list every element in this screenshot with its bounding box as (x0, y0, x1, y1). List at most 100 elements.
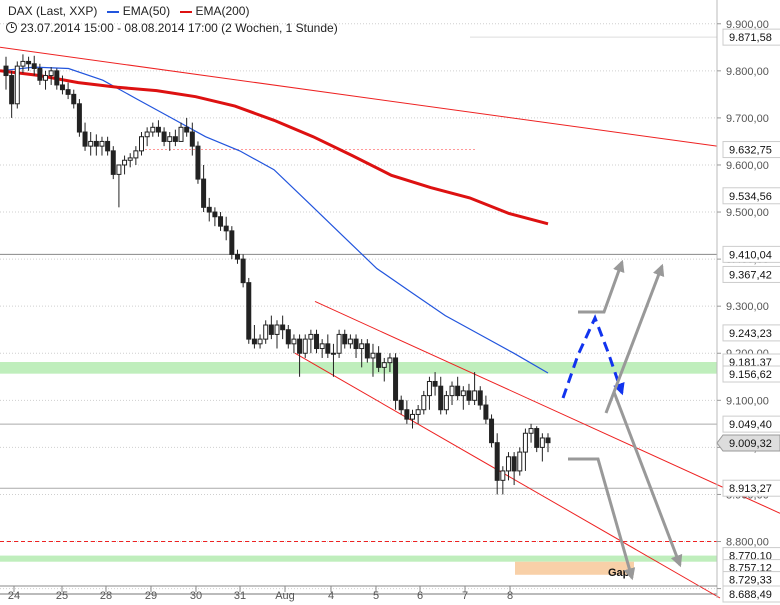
level-box (722, 479, 780, 497)
level-label: 8.913,27 (729, 483, 772, 495)
candle (3, 56, 9, 90)
candle (359, 339, 365, 368)
candle (144, 127, 150, 147)
level-label: 9.049,40 (729, 419, 772, 431)
candle-body (116, 164, 122, 175)
candle-body (201, 178, 207, 208)
candle-body (88, 140, 94, 147)
candle (9, 70, 15, 118)
candle-body (3, 65, 9, 77)
current-price-box (716, 434, 780, 452)
candle-body (336, 333, 342, 354)
candle-body (43, 75, 49, 81)
candle (336, 329, 342, 358)
candle-body (325, 343, 331, 354)
candle (511, 452, 517, 486)
candle (302, 334, 308, 358)
candle (364, 339, 370, 363)
projection-arrows (561, 259, 683, 581)
x-tick-label: 28 (100, 590, 112, 602)
level-label: 8.688,49 (729, 589, 772, 601)
candle-body (398, 399, 404, 411)
candle-body (466, 390, 472, 401)
level-box (722, 415, 780, 433)
candle-body (37, 67, 43, 81)
candle (387, 353, 393, 373)
candle-body (234, 253, 240, 260)
candle (76, 99, 82, 137)
candle (370, 343, 376, 377)
candle (93, 134, 99, 156)
candle-body (539, 437, 545, 448)
candle-body (9, 75, 15, 105)
candle (218, 212, 224, 231)
candle-body (505, 456, 511, 472)
candle (82, 122, 88, 151)
y-tick-label: 9.700,00 (726, 113, 769, 125)
candle-body (494, 442, 500, 481)
candle (325, 334, 331, 358)
candle-body (218, 216, 224, 227)
level-box (722, 245, 780, 263)
level-label: 9.871,58 (729, 32, 772, 44)
candle-body (82, 131, 88, 147)
candle-body (364, 343, 370, 359)
x-tick-label: 8 (507, 590, 513, 602)
long-trendline (0, 46, 718, 147)
candle (155, 120, 161, 137)
candle (201, 164, 207, 213)
x-tick-label: 31 (234, 590, 246, 602)
candle-body (511, 456, 517, 472)
candle (460, 386, 466, 410)
level-marker: 9.049,40 (722, 415, 780, 433)
level-box (722, 141, 780, 159)
level-box (722, 187, 780, 205)
time-axis: 24 25 28 29 30 31 Aug 4 5 6 7 8 (0, 585, 717, 602)
candle-body (477, 390, 483, 406)
level-marker: 8.729,33 (722, 571, 780, 589)
period-label: 23.07.2014 15:00 - 08.08.2014 17:00 (2 W… (20, 21, 338, 35)
y-tick-label: 9.900,00 (726, 19, 769, 31)
candle (150, 122, 156, 137)
candle-body (178, 126, 184, 142)
candle (195, 141, 201, 184)
level-label: 9.243,23 (729, 328, 772, 340)
candle-body (48, 70, 54, 77)
instrument-label: DAX (Last, XXP) (8, 4, 98, 18)
candle-body (443, 395, 449, 411)
candle (314, 329, 320, 354)
ema50-line (0, 66, 549, 374)
candle (26, 56, 32, 71)
candle (517, 447, 523, 476)
candle (477, 386, 483, 410)
candle (539, 433, 545, 462)
level-box (722, 365, 780, 383)
candle-body (206, 206, 212, 213)
candle-body (229, 230, 235, 255)
level-label: 9.534,56 (729, 191, 772, 203)
candle-body (155, 126, 161, 133)
level-marker: 9.632,75 (722, 141, 780, 159)
candle-body (257, 338, 263, 345)
candle (347, 334, 353, 349)
candle (489, 414, 495, 448)
x-tick-label: 25 (56, 590, 68, 602)
dashed-projection-arrow (561, 314, 625, 399)
candle (342, 329, 348, 349)
candle (105, 136, 111, 156)
y-tick-label: 9.800,00 (726, 66, 769, 78)
candle-body (54, 70, 60, 86)
level-marker: 9.243,23 (722, 324, 780, 342)
candle-body (438, 385, 444, 411)
period-row: 23.07.2014 15:00 - 08.08.2014 17:00 (2 W… (6, 21, 338, 35)
ema50-legend-swatch (107, 10, 120, 13)
candle-body (404, 409, 410, 420)
candle (438, 376, 444, 415)
candle (251, 325, 257, 349)
candle (178, 122, 184, 142)
candle-body (376, 352, 382, 368)
y-tick-label: 9.100,00 (726, 395, 769, 407)
level-marker: 8.913,27 (722, 479, 780, 497)
candle (246, 277, 252, 344)
candle (274, 320, 280, 349)
